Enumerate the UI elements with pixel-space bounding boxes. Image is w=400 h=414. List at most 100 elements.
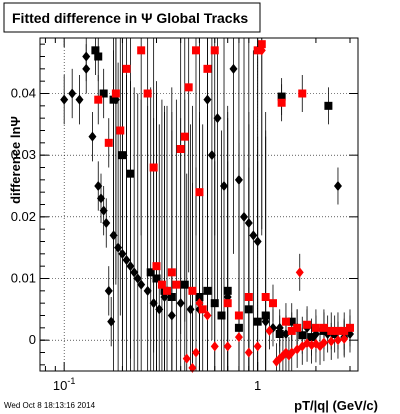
data-point-diamond xyxy=(143,285,152,296)
data-point-square xyxy=(281,317,290,326)
data-point-diamond xyxy=(244,218,253,228)
data-point-square xyxy=(99,89,108,98)
data-point-diamond xyxy=(333,181,342,191)
data-point-diamond xyxy=(210,341,219,352)
data-point-square xyxy=(94,52,103,61)
data-point-square xyxy=(210,299,219,308)
y-tick-label: 0.03 xyxy=(11,147,36,162)
data-point-square xyxy=(195,188,204,197)
data-point-square xyxy=(152,274,161,283)
data-point-square xyxy=(327,326,336,335)
data-point-diamond xyxy=(188,362,197,373)
data-point-square xyxy=(149,163,158,172)
data-point-square xyxy=(319,323,328,332)
data-point-diamond xyxy=(167,310,176,321)
data-point-diamond xyxy=(234,174,243,185)
data-point-diamond xyxy=(229,63,238,74)
data-point-square xyxy=(217,311,226,320)
data-point-square xyxy=(333,326,342,335)
data-point-square xyxy=(188,286,197,295)
data-point-diamond xyxy=(213,113,222,124)
data-point-square xyxy=(176,145,185,153)
data-point-diamond xyxy=(340,333,349,344)
y-tick-label: 0.01 xyxy=(11,271,36,286)
data-point-diamond xyxy=(333,335,342,346)
data-point-diamond xyxy=(60,94,69,105)
title-box-border xyxy=(3,2,261,33)
data-point-diamond xyxy=(249,230,258,241)
y-tick-label: 0.02 xyxy=(11,209,36,224)
data-point-square xyxy=(116,126,125,135)
data-point-diamond xyxy=(155,304,164,315)
data-point-square xyxy=(287,326,296,335)
data-point-diamond xyxy=(295,267,304,278)
data-point-square xyxy=(163,286,172,295)
data-point-square xyxy=(311,323,320,332)
data-point-diamond xyxy=(109,230,118,241)
data-point-square xyxy=(184,83,193,92)
data-point-diamond xyxy=(182,353,191,364)
plot-title: Fitted difference in Ψ Global Tracks xyxy=(12,10,248,26)
data-point-square xyxy=(275,330,284,338)
data-point-square xyxy=(298,331,307,340)
data-point-square xyxy=(118,151,127,160)
data-point-diamond xyxy=(82,51,91,62)
data-point-square xyxy=(244,293,253,301)
data-point-square xyxy=(261,311,270,320)
data-point-square xyxy=(122,64,131,73)
data-point-square xyxy=(268,299,277,308)
data-point-square xyxy=(303,320,312,329)
data-point-square xyxy=(261,293,270,301)
data-point-diamond xyxy=(99,205,108,216)
data-points xyxy=(60,40,354,373)
data-point-square xyxy=(94,95,103,104)
data-point-diamond xyxy=(316,341,325,352)
data-point-square xyxy=(324,101,333,110)
data-point-square xyxy=(172,280,181,289)
data-point-diamond xyxy=(223,341,232,352)
timestamp: Wed Oct 8 18:13:16 2014 xyxy=(4,401,96,410)
y-tick-label: 0 xyxy=(29,332,36,347)
data-point-diamond xyxy=(195,298,204,309)
title-box: Fitted difference in Ψ Global Tracks xyxy=(3,2,261,33)
data-point-diamond xyxy=(122,255,131,265)
data-point-square xyxy=(257,40,266,49)
data-point-square xyxy=(203,64,212,73)
data-point-diamond xyxy=(118,248,127,259)
data-point-diamond xyxy=(244,347,253,358)
data-point-square xyxy=(340,326,349,335)
data-point-square xyxy=(91,46,100,55)
data-point-square xyxy=(203,286,212,295)
data-point-square xyxy=(111,89,120,98)
data-point-square xyxy=(152,262,161,271)
data-point-square xyxy=(277,92,286,101)
data-point-square xyxy=(167,268,176,277)
data-point-diamond xyxy=(265,325,274,336)
data-point-diamond xyxy=(130,267,139,278)
data-point-diamond xyxy=(207,150,216,161)
data-point-diamond xyxy=(137,279,146,290)
data-point-diamond xyxy=(149,298,158,309)
data-point-diamond xyxy=(191,347,200,358)
data-point-diamond xyxy=(88,131,97,142)
data-point-square xyxy=(198,305,207,314)
data-point-diamond xyxy=(176,298,185,309)
data-point-square xyxy=(210,46,219,55)
data-point-square xyxy=(345,323,354,332)
data-point-square xyxy=(104,138,113,147)
data-point-square xyxy=(137,46,146,55)
data-point-square xyxy=(223,299,232,308)
data-point-diamond xyxy=(253,236,262,247)
data-point-diamond xyxy=(133,273,142,284)
data-point-diamond xyxy=(75,94,84,105)
y-tick-label: 0.04 xyxy=(11,86,36,101)
data-point-diamond xyxy=(94,181,103,191)
x-tick-exponent: -1 xyxy=(67,376,75,386)
data-point-diamond xyxy=(114,242,123,253)
data-point-diamond xyxy=(102,218,111,228)
data-point-square xyxy=(293,323,302,332)
data-point-square xyxy=(146,268,155,277)
data-point-diamond xyxy=(203,310,212,321)
